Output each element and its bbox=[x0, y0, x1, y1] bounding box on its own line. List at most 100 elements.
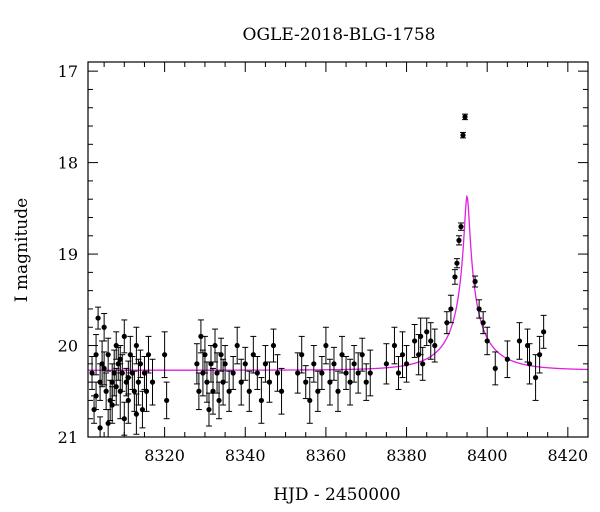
data-marker bbox=[391, 342, 398, 349]
data-marker bbox=[262, 361, 269, 367]
data-point bbox=[480, 311, 487, 335]
data-point bbox=[101, 313, 108, 342]
data-point bbox=[540, 314, 547, 349]
data-marker bbox=[480, 320, 486, 326]
data-marker bbox=[230, 370, 236, 376]
data-point bbox=[460, 131, 466, 139]
data-point bbox=[399, 331, 406, 379]
data-marker bbox=[537, 352, 543, 358]
data-point bbox=[205, 392, 212, 427]
y-tick-label: 21 bbox=[58, 428, 78, 447]
data-marker bbox=[454, 260, 460, 266]
data-marker bbox=[335, 388, 341, 394]
data-marker bbox=[403, 361, 410, 367]
plot-area bbox=[88, 113, 588, 437]
data-point bbox=[335, 370, 341, 412]
data-point bbox=[347, 358, 354, 406]
data-point bbox=[302, 365, 309, 400]
data-marker bbox=[460, 132, 466, 138]
data-marker bbox=[319, 370, 325, 376]
data-point bbox=[274, 354, 281, 392]
data-point bbox=[472, 275, 479, 288]
data-point bbox=[343, 356, 350, 390]
data-marker bbox=[162, 352, 168, 358]
data-marker bbox=[270, 342, 277, 349]
data-marker bbox=[258, 397, 264, 404]
data-marker bbox=[462, 114, 468, 120]
data-marker bbox=[504, 356, 510, 362]
x-tick-label: 8420 bbox=[547, 446, 588, 465]
data-point bbox=[431, 328, 438, 363]
data-point bbox=[476, 299, 483, 319]
data-marker bbox=[105, 420, 111, 426]
data-point bbox=[318, 356, 325, 390]
data-marker bbox=[216, 397, 222, 404]
data-point bbox=[383, 343, 390, 385]
data-marker bbox=[125, 397, 131, 404]
x-tick-label: 8380 bbox=[386, 446, 427, 465]
data-point bbox=[210, 367, 216, 415]
data-marker bbox=[212, 342, 218, 349]
data-point bbox=[395, 356, 402, 390]
data-point bbox=[97, 416, 104, 437]
data-marker bbox=[101, 324, 107, 330]
data-point bbox=[314, 370, 321, 412]
data-marker bbox=[516, 338, 523, 344]
data-point bbox=[367, 349, 374, 397]
data-point bbox=[161, 331, 168, 379]
data-marker bbox=[307, 397, 313, 404]
data-point bbox=[266, 361, 273, 403]
data-point bbox=[306, 377, 313, 424]
data-marker bbox=[99, 361, 105, 367]
data-marker bbox=[303, 379, 309, 385]
data-marker bbox=[472, 278, 478, 285]
data-point bbox=[411, 324, 418, 358]
y-axis-label: I magnitude bbox=[12, 198, 32, 302]
data-point bbox=[339, 335, 346, 374]
data-point bbox=[230, 356, 237, 390]
data-marker bbox=[210, 388, 216, 394]
data-marker bbox=[149, 379, 156, 385]
data-point bbox=[451, 269, 458, 285]
data-marker bbox=[339, 352, 345, 358]
data-marker bbox=[250, 352, 256, 358]
data-point bbox=[193, 343, 200, 385]
data-point bbox=[143, 370, 150, 412]
data-marker bbox=[123, 379, 129, 385]
data-point bbox=[139, 390, 146, 429]
data-point bbox=[105, 337, 112, 372]
data-point bbox=[246, 370, 253, 412]
data-marker bbox=[363, 379, 369, 385]
data-point bbox=[447, 294, 454, 324]
data-point bbox=[423, 317, 430, 347]
data-marker bbox=[117, 356, 123, 362]
data-marker bbox=[420, 361, 426, 367]
data-point bbox=[201, 335, 208, 374]
data-marker bbox=[347, 379, 353, 385]
data-point bbox=[145, 335, 152, 374]
data-marker bbox=[105, 352, 111, 358]
data-point bbox=[516, 322, 523, 360]
data-marker bbox=[254, 370, 260, 376]
data-marker bbox=[532, 374, 539, 381]
data-marker bbox=[89, 370, 95, 376]
data-point bbox=[403, 345, 410, 383]
data-marker bbox=[238, 379, 244, 385]
data-point bbox=[133, 326, 140, 365]
y-tick-label: 19 bbox=[58, 245, 78, 264]
axis-ticks: 8320 8340 8360 8380 8400 8420 17 18 19 20 21 bbox=[58, 62, 589, 465]
data-point bbox=[363, 363, 370, 401]
data-marker bbox=[226, 388, 232, 394]
data-marker bbox=[196, 388, 202, 394]
data-marker bbox=[202, 352, 208, 358]
data-point bbox=[238, 358, 245, 406]
data-marker bbox=[131, 388, 137, 394]
data-point bbox=[351, 345, 358, 383]
data-point bbox=[117, 345, 124, 374]
data-point bbox=[417, 317, 424, 356]
data-marker bbox=[458, 224, 464, 230]
data-marker bbox=[113, 342, 119, 349]
data-marker bbox=[484, 338, 490, 344]
data-marker bbox=[222, 361, 228, 367]
data-marker bbox=[208, 361, 214, 367]
